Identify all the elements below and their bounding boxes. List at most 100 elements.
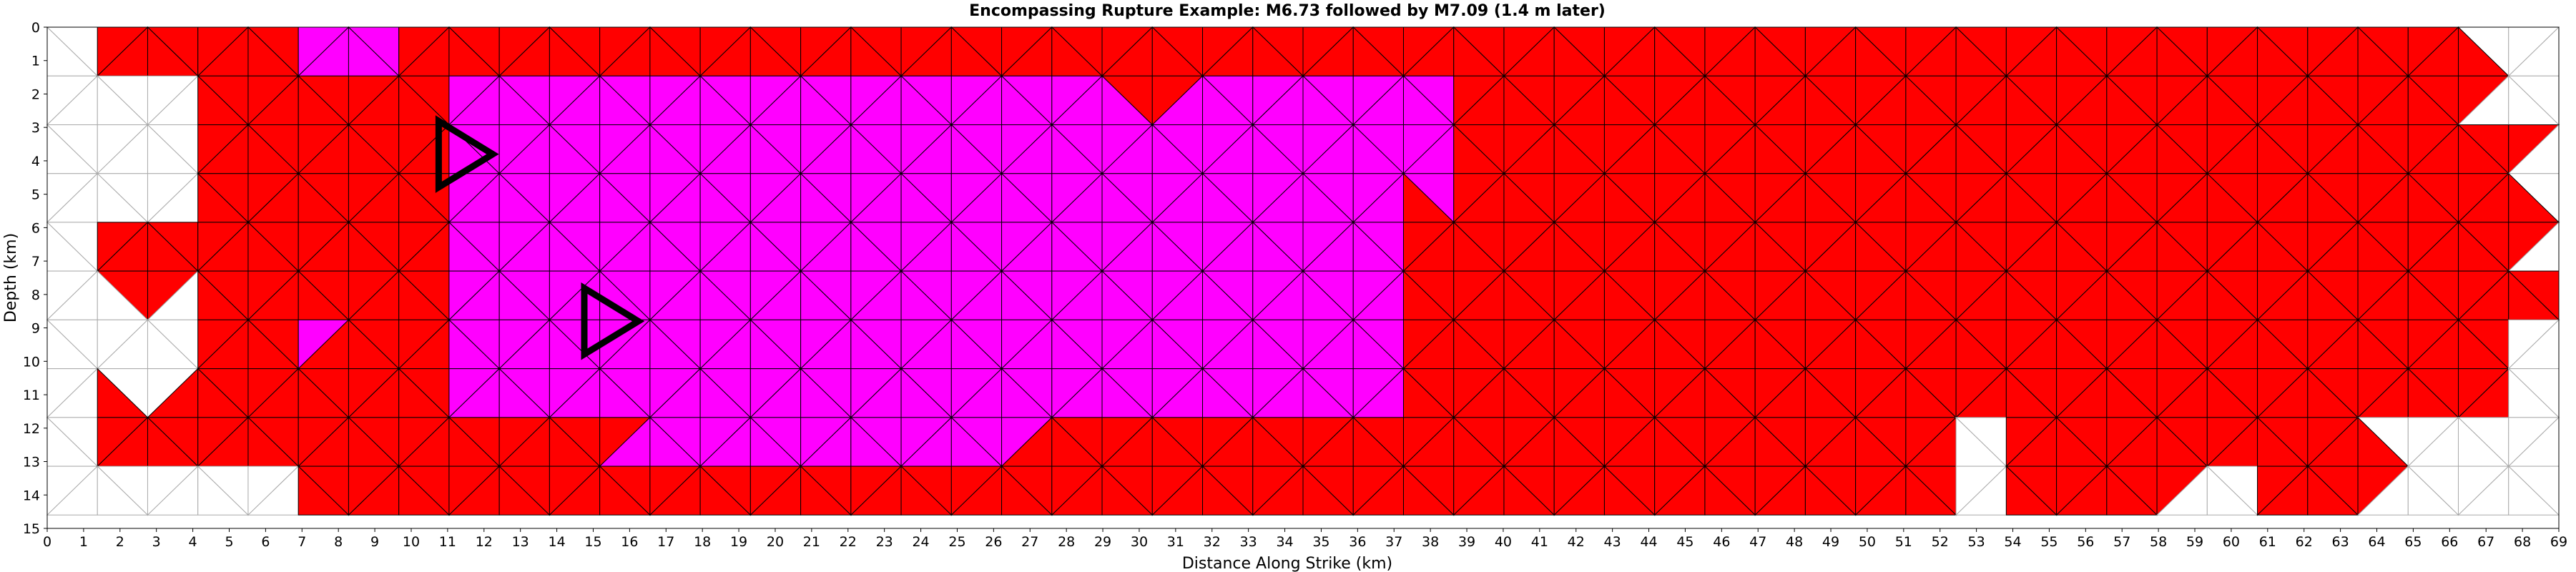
x-tick-label: 68 bbox=[2514, 534, 2531, 550]
x-tick-label: 67 bbox=[2477, 534, 2494, 550]
x-tick-label: 44 bbox=[1640, 534, 1657, 550]
x-tick-label: 35 bbox=[1312, 534, 1329, 550]
mesh-element-second-rupture bbox=[398, 465, 451, 516]
y-tick-label: 1 bbox=[31, 54, 40, 69]
mesh-element-unruptured bbox=[97, 465, 149, 516]
mesh-element-second-rupture bbox=[1101, 465, 1154, 516]
mesh-element-second-rupture bbox=[1202, 465, 1254, 516]
x-tick-label: 3 bbox=[152, 534, 161, 550]
x-tick-label: 61 bbox=[2259, 534, 2276, 550]
x-tick-label: 19 bbox=[730, 534, 747, 550]
x-tick-label: 40 bbox=[1495, 534, 1512, 550]
x-tick-label: 42 bbox=[1568, 534, 1585, 550]
mesh-element-second-rupture bbox=[1001, 465, 1053, 516]
mesh-element-second-rupture bbox=[900, 465, 953, 516]
x-tick-label: 29 bbox=[1094, 534, 1111, 550]
mesh-element-second-rupture bbox=[2005, 465, 2058, 516]
x-tick-label: 41 bbox=[1531, 534, 1548, 550]
y-tick-label: 14 bbox=[23, 488, 40, 503]
x-tick-label: 53 bbox=[1968, 534, 1985, 550]
mesh-element-second-rupture bbox=[800, 465, 852, 516]
x-tick-label: 51 bbox=[1895, 534, 1912, 550]
x-tick-label: 9 bbox=[370, 534, 379, 550]
mesh-element-second-rupture bbox=[1905, 465, 1957, 516]
y-tick-label: 13 bbox=[23, 455, 40, 470]
x-tick-label: 31 bbox=[1167, 534, 1184, 550]
x-tick-label: 33 bbox=[1240, 534, 1257, 550]
x-tick-label: 55 bbox=[2040, 534, 2058, 550]
hypocenter-markers bbox=[435, 115, 645, 360]
mesh-element-second-rupture bbox=[498, 465, 551, 516]
x-tick-label: 57 bbox=[2113, 534, 2130, 550]
x-tick-label: 65 bbox=[2404, 534, 2422, 550]
x-tick-label: 27 bbox=[1021, 534, 1038, 550]
x-tick-label: 59 bbox=[2186, 534, 2203, 550]
x-tick-label: 25 bbox=[948, 534, 965, 550]
fault-mesh bbox=[46, 26, 2560, 516]
mesh-element-second-rupture bbox=[1302, 465, 1355, 516]
x-tick-label: 20 bbox=[767, 534, 784, 550]
hypocenter-marker bbox=[581, 282, 645, 360]
x-tick-label: 36 bbox=[1349, 534, 1366, 550]
x-tick-label: 10 bbox=[403, 534, 420, 550]
mesh-element-second-rupture bbox=[599, 465, 652, 516]
x-tick-label: 69 bbox=[2550, 534, 2567, 550]
x-tick-label: 50 bbox=[1859, 534, 1876, 550]
x-tick-label: 49 bbox=[1822, 534, 1839, 550]
axes-frame bbox=[46, 26, 2560, 529]
y-tick-label: 2 bbox=[31, 87, 40, 102]
x-tick-label: 46 bbox=[1713, 534, 1730, 550]
x-tick-label: 45 bbox=[1676, 534, 1693, 550]
mesh-element-second-rupture bbox=[2307, 465, 2359, 516]
x-tick-label: 39 bbox=[1458, 534, 1475, 550]
x-tick-label: 0 bbox=[43, 534, 51, 550]
x-tick-label: 15 bbox=[584, 534, 601, 550]
y-tick-label: 0 bbox=[31, 20, 40, 36]
x-tick-label: 32 bbox=[1204, 534, 1221, 550]
mesh-element-second-rupture bbox=[1402, 465, 1455, 516]
y-axis-label: Depth (km) bbox=[2, 233, 20, 322]
x-axis-label: Distance Along Strike (km) bbox=[1182, 555, 1392, 572]
x-tick-label: 64 bbox=[2368, 534, 2385, 550]
mesh-element-unruptured bbox=[197, 465, 250, 516]
mesh-element-unruptured bbox=[2407, 465, 2459, 516]
x-tick-label: 38 bbox=[1422, 534, 1439, 550]
hypocenter-marker bbox=[435, 115, 499, 193]
y-tick-label: 3 bbox=[31, 120, 40, 136]
x-tick-label: 30 bbox=[1131, 534, 1148, 550]
x-tick-label: 60 bbox=[2223, 534, 2240, 550]
mesh-element-second-rupture bbox=[1503, 465, 1555, 516]
x-tick-label: 52 bbox=[1932, 534, 1949, 550]
x-tick-label: 17 bbox=[657, 534, 674, 550]
y-tick-label: 7 bbox=[31, 254, 40, 270]
mesh-element-second-rupture bbox=[1704, 465, 1756, 516]
y-tick-label: 5 bbox=[31, 187, 40, 203]
y-tick-label: 11 bbox=[23, 388, 40, 403]
mesh-element-second-rupture bbox=[1804, 465, 1857, 516]
x-tick-label: 5 bbox=[225, 534, 233, 550]
y-tick-label: 6 bbox=[31, 220, 40, 236]
mesh-element-second-rupture bbox=[2106, 465, 2158, 516]
x-tick-label: 24 bbox=[912, 534, 929, 550]
x-tick-label: 66 bbox=[2441, 534, 2458, 550]
x-tick-label: 56 bbox=[2077, 534, 2094, 550]
x-tick-label: 37 bbox=[1385, 534, 1402, 550]
x-tick-label: 13 bbox=[512, 534, 529, 550]
y-tick-label: 9 bbox=[31, 321, 40, 337]
y-tick-label: 10 bbox=[23, 354, 40, 370]
x-tick-label: 4 bbox=[189, 534, 197, 550]
y-tick-label: 15 bbox=[23, 521, 40, 537]
x-tick-label: 16 bbox=[621, 534, 638, 550]
x-tick-label: 43 bbox=[1604, 534, 1621, 550]
chart-title: Encompassing Rupture Example: M6.73 foll… bbox=[969, 2, 1606, 20]
x-tick-label: 62 bbox=[2296, 534, 2313, 550]
x-tick-label: 63 bbox=[2332, 534, 2349, 550]
x-tick-label: 11 bbox=[439, 534, 456, 550]
mesh-element-unruptured bbox=[2206, 465, 2258, 516]
x-tick-label: 7 bbox=[298, 534, 306, 550]
x-tick-label: 58 bbox=[2150, 534, 2167, 550]
x-tick-label: 54 bbox=[2004, 534, 2021, 550]
x-tick-label: 8 bbox=[334, 534, 343, 550]
